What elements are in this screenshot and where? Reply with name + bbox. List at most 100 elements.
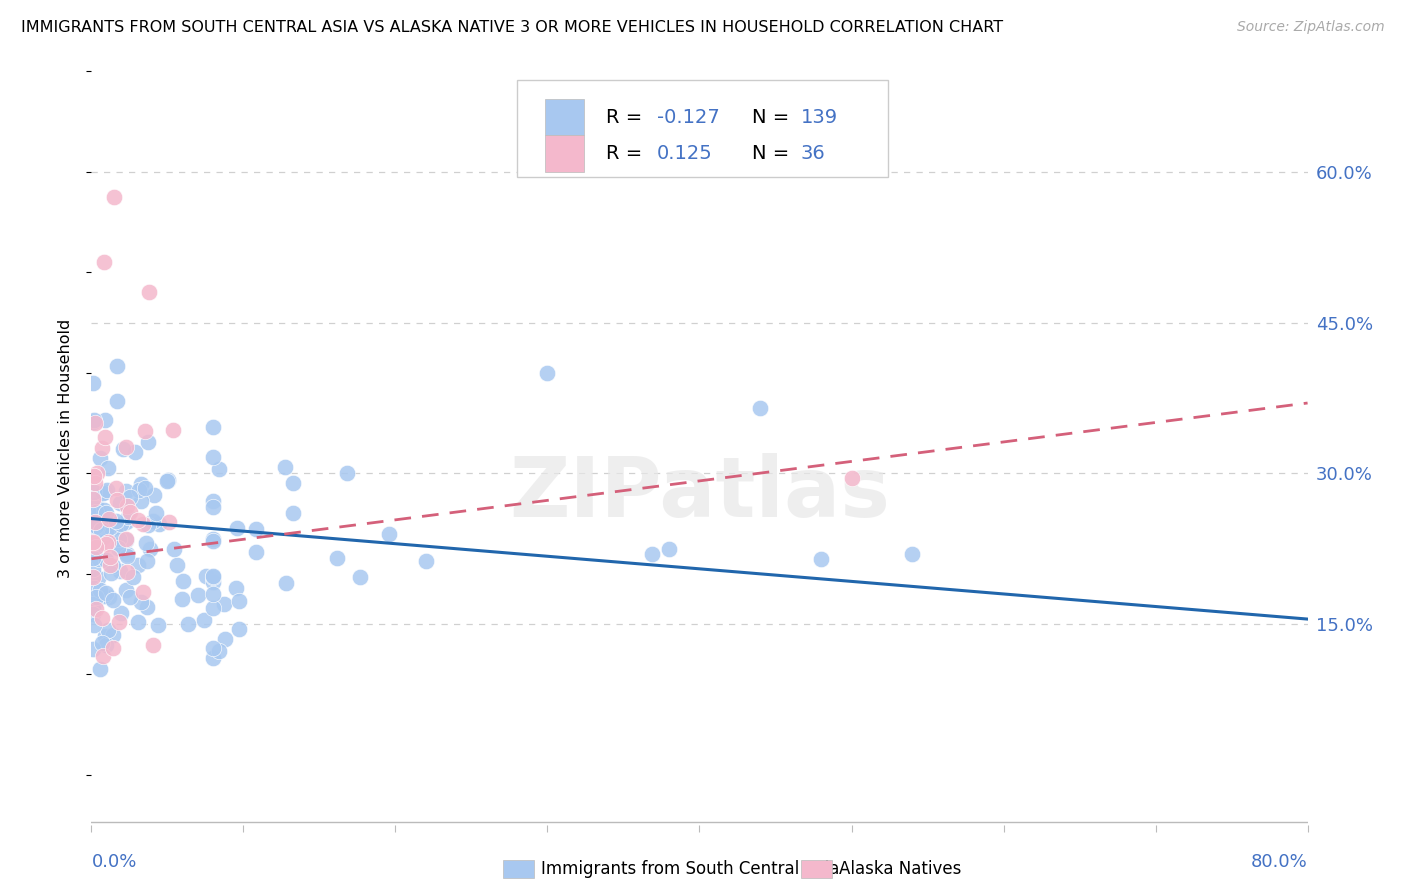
Point <box>157 515 180 529</box>
Point <box>97 525 120 540</box>
Point <box>97 461 120 475</box>
Y-axis label: 3 or more Vehicles in Household: 3 or more Vehicles in Household <box>58 318 73 578</box>
Point <box>138 285 160 300</box>
Point <box>104 515 127 529</box>
Point <box>89 583 111 598</box>
Point <box>98 550 121 565</box>
Point <box>129 595 152 609</box>
Point <box>84 522 107 536</box>
Text: R =: R = <box>606 144 648 163</box>
FancyBboxPatch shape <box>546 99 583 136</box>
Point <box>83 530 105 544</box>
Point <box>90 611 112 625</box>
Point <box>87 536 110 550</box>
Point <box>93 255 115 269</box>
Point <box>127 615 149 629</box>
Point <box>129 493 152 508</box>
Point <box>110 606 132 620</box>
Point <box>326 550 349 565</box>
Point <box>105 492 128 507</box>
Point <box>87 503 110 517</box>
Point <box>127 558 149 573</box>
Point <box>108 533 131 547</box>
Point <box>94 553 117 567</box>
Text: 0.125: 0.125 <box>657 144 713 163</box>
Point <box>228 622 250 636</box>
Point <box>101 592 124 607</box>
Point <box>415 554 437 568</box>
Point <box>115 549 138 564</box>
Text: -0.127: -0.127 <box>657 108 720 127</box>
Point <box>90 441 112 455</box>
Point <box>641 547 664 561</box>
Point <box>89 662 111 676</box>
Point <box>89 519 111 533</box>
Text: 36: 36 <box>800 144 825 163</box>
Point <box>136 517 159 532</box>
Point <box>91 635 114 649</box>
Point <box>194 569 217 583</box>
Point <box>83 485 105 500</box>
Point <box>136 435 159 450</box>
Point <box>96 537 118 551</box>
Text: Source: ZipAtlas.com: Source: ZipAtlas.com <box>1237 20 1385 34</box>
Point <box>187 588 209 602</box>
Point <box>214 632 236 647</box>
Point <box>115 533 138 547</box>
Point <box>86 540 108 554</box>
Point <box>377 527 399 541</box>
Point <box>166 558 188 572</box>
Point <box>142 638 165 652</box>
Point <box>82 570 104 584</box>
Point <box>98 520 121 534</box>
Point <box>202 534 225 549</box>
Point <box>139 541 162 556</box>
Point <box>131 476 153 491</box>
Point <box>86 510 108 524</box>
Point <box>89 451 111 466</box>
Point <box>536 366 558 380</box>
Point <box>225 521 247 535</box>
Point <box>170 592 193 607</box>
Point <box>281 476 304 491</box>
Point <box>134 424 156 438</box>
Point <box>143 487 166 501</box>
Point <box>108 564 131 578</box>
Point <box>91 530 114 544</box>
Text: N =: N = <box>752 144 796 163</box>
Text: N =: N = <box>752 108 796 127</box>
Point <box>120 505 142 519</box>
Point <box>118 590 141 604</box>
Text: 80.0%: 80.0% <box>1251 854 1308 871</box>
Point <box>225 582 247 596</box>
Point <box>145 506 167 520</box>
Point <box>114 440 136 454</box>
Point <box>132 585 155 599</box>
Point <box>110 517 132 532</box>
Point <box>82 607 104 621</box>
Point <box>156 474 179 488</box>
Point <box>84 518 107 533</box>
Point <box>228 594 250 608</box>
Point <box>658 541 681 556</box>
Point <box>108 538 131 552</box>
Point <box>97 623 120 637</box>
Point <box>93 589 115 603</box>
Point <box>202 650 225 665</box>
Point <box>336 466 359 480</box>
Point <box>87 571 110 585</box>
Point <box>84 505 107 519</box>
Point <box>273 459 295 474</box>
Point <box>124 445 146 459</box>
Point <box>84 591 107 605</box>
Point <box>89 506 111 520</box>
Point <box>193 613 215 627</box>
Point <box>202 450 225 464</box>
Point <box>132 516 155 531</box>
Point <box>202 586 225 600</box>
Point <box>115 582 138 597</box>
Point <box>93 413 115 427</box>
Point <box>128 483 150 497</box>
Point <box>810 551 832 566</box>
Point <box>108 496 131 510</box>
